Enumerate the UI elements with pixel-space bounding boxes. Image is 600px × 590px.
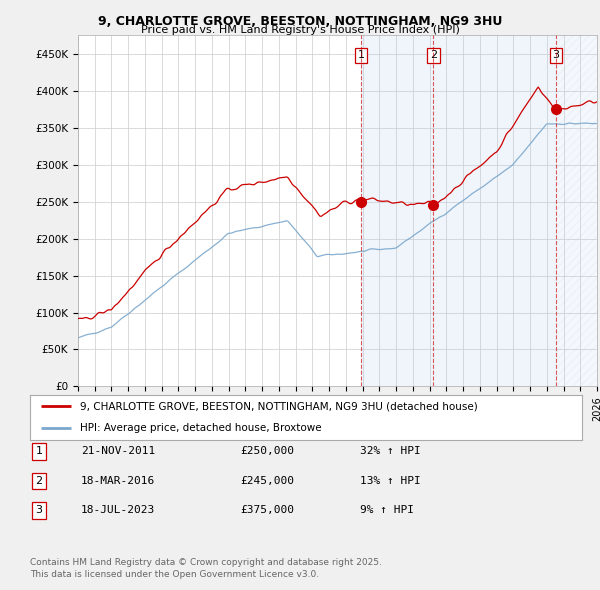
Text: 2: 2 <box>430 50 437 60</box>
Text: 21-NOV-2011: 21-NOV-2011 <box>81 447 155 456</box>
Bar <box>556 35 597 386</box>
Text: 2: 2 <box>35 476 43 486</box>
Text: 9% ↑ HPI: 9% ↑ HPI <box>360 506 414 515</box>
Text: Contains HM Land Registry data © Crown copyright and database right 2025.
This d: Contains HM Land Registry data © Crown c… <box>30 558 382 579</box>
Bar <box>433 35 556 386</box>
Text: £375,000: £375,000 <box>240 506 294 515</box>
Text: 32% ↑ HPI: 32% ↑ HPI <box>360 447 421 456</box>
Text: £250,000: £250,000 <box>240 447 294 456</box>
Text: 3: 3 <box>35 506 43 515</box>
Text: £245,000: £245,000 <box>240 476 294 486</box>
Text: Price paid vs. HM Land Registry's House Price Index (HPI): Price paid vs. HM Land Registry's House … <box>140 25 460 35</box>
Text: 18-JUL-2023: 18-JUL-2023 <box>81 506 155 515</box>
Text: 13% ↑ HPI: 13% ↑ HPI <box>360 476 421 486</box>
Text: 1: 1 <box>358 50 364 60</box>
Text: 9, CHARLOTTE GROVE, BEESTON, NOTTINGHAM, NG9 3HU: 9, CHARLOTTE GROVE, BEESTON, NOTTINGHAM,… <box>98 15 502 28</box>
Text: HPI: Average price, detached house, Broxtowe: HPI: Average price, detached house, Brox… <box>80 424 322 434</box>
Text: 18-MAR-2016: 18-MAR-2016 <box>81 476 155 486</box>
Text: 1: 1 <box>35 447 43 456</box>
Bar <box>361 35 433 386</box>
Text: 3: 3 <box>553 50 559 60</box>
Text: 9, CHARLOTTE GROVE, BEESTON, NOTTINGHAM, NG9 3HU (detached house): 9, CHARLOTTE GROVE, BEESTON, NOTTINGHAM,… <box>80 402 478 412</box>
